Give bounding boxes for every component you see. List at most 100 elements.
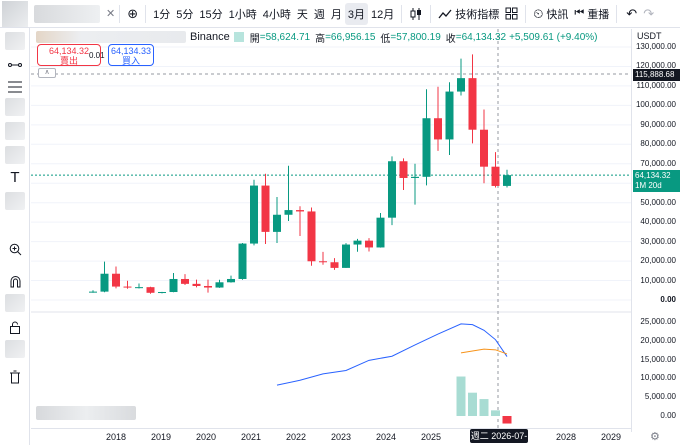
rewind-icon: ⏮	[574, 7, 585, 19]
user-avatar[interactable]	[2, 0, 28, 27]
crosshair-date-tag: 週二 2026-07-01	[470, 429, 528, 443]
fib-tool-icon[interactable]	[5, 78, 25, 96]
year-tick-label: 2025	[420, 432, 442, 442]
price-tick-label: 90,000.00	[640, 119, 676, 129]
prediction-tool-icon[interactable]	[5, 122, 25, 140]
quick-news-label: 快訊	[546, 8, 569, 21]
price-tick-label: 130,000.00	[635, 42, 676, 51]
price-tick-label: 120,000.00	[635, 61, 676, 71]
interval-15m[interactable]: 15分	[199, 8, 223, 21]
open-label: 開	[249, 33, 260, 45]
divider	[119, 4, 121, 23]
collapse-legend-button[interactable]: ∧	[38, 68, 56, 78]
indicators-label: 技術指標	[455, 8, 500, 21]
indicators-button[interactable]: 技術指標	[435, 3, 502, 25]
divider	[145, 4, 147, 23]
candle-body	[399, 161, 408, 178]
price-axis[interactable]	[631, 29, 680, 432]
indicator-tick-label: 15,000.00	[640, 354, 676, 364]
year-tick-label: 2019	[150, 432, 172, 442]
symbol-search-field[interactable]	[34, 4, 100, 23]
zoom-in-icon[interactable]	[5, 240, 25, 258]
candle-body	[250, 185, 258, 244]
interval-5m[interactable]: 5分	[176, 8, 194, 21]
chart-legend: Binance 開 =58,624.71 高 =66,956.15 低 =57,800…	[36, 30, 600, 45]
quick-news-button[interactable]: ⏲ 快訊	[530, 3, 571, 25]
undo-icon[interactable]: ↶	[626, 5, 638, 21]
text-tool-icon[interactable]: T	[10, 168, 20, 186]
settings-gear-icon[interactable]: ⚙	[650, 431, 660, 443]
close-icon[interactable]: ✕	[106, 8, 116, 20]
lock-icon[interactable]	[5, 318, 25, 336]
candle-body	[135, 287, 143, 289]
cursor-tool-icon[interactable]	[5, 32, 25, 50]
price-tick-label: 10,000.00	[640, 275, 676, 285]
candle-body	[181, 278, 189, 284]
interval-4h[interactable]: 4小時	[262, 8, 291, 21]
divider	[430, 4, 432, 23]
candle-body	[100, 273, 109, 292]
divider	[401, 4, 403, 23]
interval-1h[interactable]: 1小時	[228, 8, 257, 21]
interval-1m[interactable]: 1分	[153, 8, 171, 21]
candle-body	[284, 210, 293, 215]
magnet-icon[interactable]	[5, 272, 25, 290]
candle-body	[273, 214, 281, 232]
buy-label: 買入	[121, 56, 140, 66]
candle-body	[319, 261, 327, 263]
price-chart[interactable]	[31, 29, 631, 432]
replay-label: 重播	[587, 8, 610, 21]
geometry-tool-icon[interactable]	[5, 146, 25, 164]
interval-1w[interactable]: 週	[313, 8, 325, 21]
sell-button[interactable]: 64,134.32 賣出	[37, 44, 101, 66]
time-axis[interactable]	[31, 428, 631, 445]
layout-grid-icon[interactable]	[502, 3, 521, 25]
candle-body	[227, 278, 235, 283]
last-price-tag: 64,134.32 1M 20d	[633, 170, 680, 192]
hide-drawings-icon[interactable]	[5, 340, 25, 358]
year-tick-label: 2021	[240, 432, 262, 442]
close-label: 收	[445, 33, 456, 45]
candle-body	[261, 185, 270, 232]
currency-label[interactable]: USDT	[637, 31, 662, 41]
candle-body	[330, 262, 339, 268]
indicator-tick-label: 0.00	[660, 411, 676, 420]
year-tick-label: 2028	[555, 432, 577, 442]
stay-drawing-icon[interactable]	[5, 294, 25, 312]
high-label: 高	[315, 33, 326, 45]
candle-body	[342, 244, 350, 268]
indicator-tick-label: 20,000.00	[640, 335, 676, 345]
trendline-tool-icon[interactable]	[5, 56, 25, 74]
replay-button[interactable]: ⏮ 重播	[571, 3, 612, 25]
redo-icon[interactable]: ↷	[643, 5, 655, 21]
buy-button[interactable]: 64,134.33 買入	[108, 44, 154, 66]
candle-body	[480, 129, 488, 167]
year-tick-label: 2022	[285, 432, 307, 442]
candle-body	[422, 118, 431, 177]
top-toolbar: ✕ ⊕ 1分 5分 15分 1小時 4小時 天 週 月 3月 12月 技術指標 …	[0, 0, 680, 28]
candle-body	[365, 240, 373, 248]
symbol-name-blurred	[36, 31, 186, 43]
interval-12mo[interactable]: 12月	[371, 8, 395, 21]
low-value: =57,800.19	[390, 31, 441, 43]
indicator-bar	[456, 376, 466, 416]
pattern-tool-icon[interactable]	[5, 98, 25, 116]
change-value: +5,509.61 (+9.40%)	[509, 31, 598, 43]
indicator-tick-label: 25,000.00	[640, 317, 676, 326]
price-tick-label: 30,000.00	[640, 236, 676, 246]
year-tick-label: 2020	[195, 432, 217, 442]
icon-tool-icon[interactable]	[5, 192, 25, 210]
candle-body	[457, 78, 465, 92]
trash-icon[interactable]	[5, 368, 25, 386]
add-symbol-icon[interactable]: ⊕	[127, 5, 139, 21]
interval-3mo[interactable]: 3月	[344, 2, 368, 25]
interval-1mo[interactable]: 月	[330, 8, 342, 21]
price-tick-label: 100,000.00	[635, 100, 676, 110]
indicator-line-orange	[460, 348, 508, 355]
candle-body	[112, 273, 120, 287]
candle-type-icon[interactable]	[406, 3, 426, 25]
divider	[616, 4, 618, 23]
interval-1d[interactable]: 天	[296, 8, 308, 21]
price-tick-label: 50,000.00	[640, 197, 676, 207]
market-status-dot	[233, 32, 244, 42]
